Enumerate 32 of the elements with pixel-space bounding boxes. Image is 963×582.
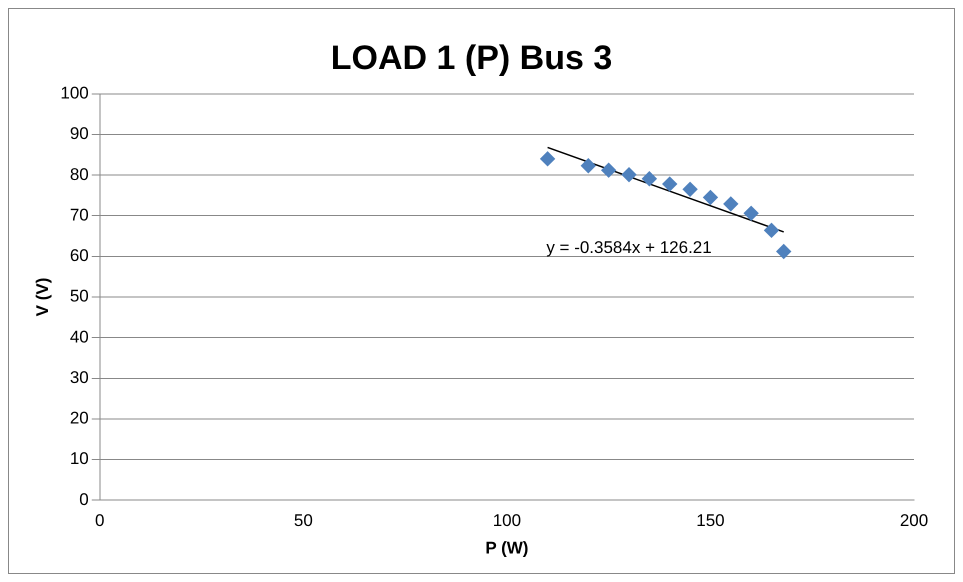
y-tick-label: 40: [70, 327, 89, 346]
y-tick-label: 10: [70, 449, 89, 468]
point: [601, 162, 616, 178]
point: [682, 182, 698, 197]
y-tick-label: 20: [70, 408, 89, 428]
y-tick-label: 50: [70, 286, 89, 306]
y-tick-label: 90: [70, 124, 89, 144]
x-tick-label: 50: [294, 511, 313, 530]
point: [642, 171, 657, 186]
x-axis-title: P (W): [485, 538, 528, 558]
x-tick-label: 0: [95, 511, 104, 530]
y-tick-label: 30: [70, 368, 89, 387]
point: [540, 151, 556, 166]
y-tick-label: 0: [79, 490, 89, 509]
y-tick-label: 100: [60, 83, 89, 102]
y-tick-label: 80: [70, 164, 89, 184]
y-axis-title: V (V): [32, 278, 52, 316]
point: [744, 206, 759, 221]
x-tick-label: 200: [900, 511, 928, 530]
annotation: y = -0.3584x + 126.21: [546, 238, 712, 257]
chart-title: LOAD 1 (P) Bus 3: [330, 38, 612, 77]
point: [723, 196, 738, 212]
point: [764, 222, 780, 238]
point: [776, 244, 792, 259]
x-tick-label: 150: [696, 511, 725, 530]
y-tick-label: 70: [70, 205, 89, 224]
point: [622, 167, 637, 182]
point: [702, 190, 718, 205]
y-tick-label: 60: [70, 246, 89, 266]
point: [580, 158, 596, 174]
x-tick-label: 100: [492, 511, 522, 530]
point: [662, 176, 678, 192]
